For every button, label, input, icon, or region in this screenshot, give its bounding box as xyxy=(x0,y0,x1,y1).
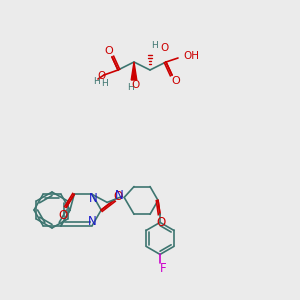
Polygon shape xyxy=(131,62,137,80)
Text: O: O xyxy=(114,190,123,202)
Text: N: N xyxy=(89,192,98,205)
Text: O: O xyxy=(156,216,166,229)
Text: N: N xyxy=(115,189,124,202)
Text: O: O xyxy=(172,76,180,86)
Text: N: N xyxy=(88,215,97,228)
Text: OH: OH xyxy=(183,51,199,61)
Text: H: H xyxy=(102,79,108,88)
Text: H: H xyxy=(151,40,158,50)
Text: O: O xyxy=(160,43,168,53)
Text: O: O xyxy=(131,80,139,90)
Text: H: H xyxy=(127,83,134,92)
Text: O: O xyxy=(58,209,68,222)
Text: O: O xyxy=(105,46,113,56)
Text: O: O xyxy=(97,71,105,81)
Text: F: F xyxy=(160,262,166,275)
Text: H: H xyxy=(93,76,99,85)
